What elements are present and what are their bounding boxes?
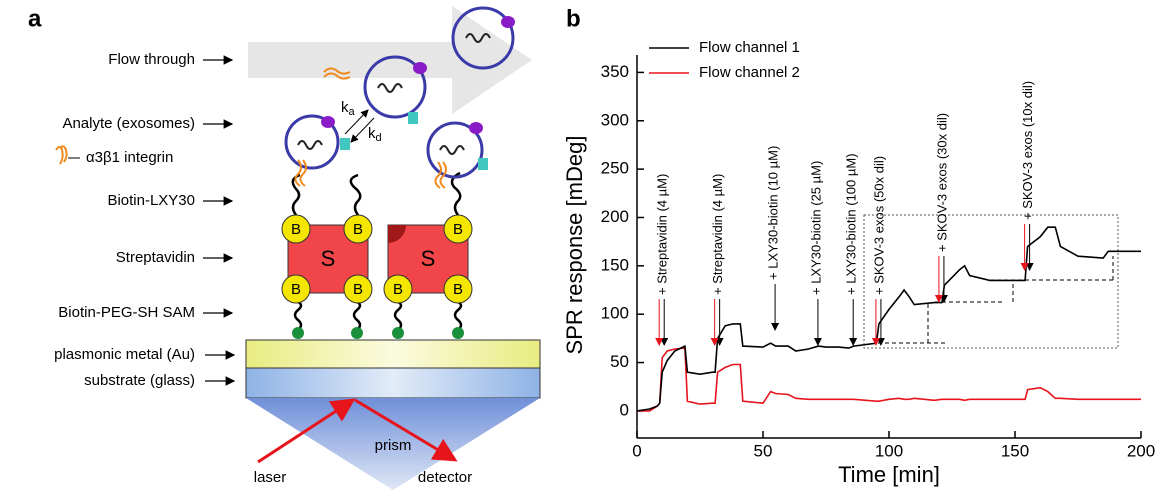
series-line <box>636 226 1141 412</box>
exosomes <box>284 6 515 179</box>
panel-label: b <box>566 5 581 32</box>
b-label: B <box>353 221 363 238</box>
exosome-receptors <box>340 112 488 170</box>
x-tick-label: 100 <box>875 441 903 460</box>
k: k <box>368 125 376 142</box>
gold-layer <box>245 339 541 369</box>
annotation: + SKOV-3 exos (30x dil) <box>934 113 949 252</box>
ka-arrow <box>344 109 369 135</box>
annotation: + LXY30-biotin (25 µM) <box>808 161 823 295</box>
laser-label: laser <box>254 469 287 486</box>
k: k <box>341 99 349 116</box>
response-guides <box>878 256 1115 344</box>
b-label: B <box>453 281 463 298</box>
biotins <box>281 214 473 304</box>
panel-b: b Time [min] SPR response [mDeg] 0 50 100 1… <box>562 5 1155 486</box>
b-label: B <box>393 281 403 298</box>
annotation: + SKOV-3 exos (50x dil) <box>871 156 886 295</box>
integrins <box>294 67 447 189</box>
b-labels: B B B B B B B <box>291 221 463 298</box>
s-label: S <box>321 246 336 271</box>
y-axis-title: SPR response [mDeg] <box>562 136 587 355</box>
b-label: B <box>291 221 301 238</box>
x-tick-label: 150 <box>1001 441 1029 460</box>
label: Biotin-PEG-SH SAM <box>58 304 195 321</box>
label: plasmonic metal (Au) <box>54 346 195 363</box>
x-axis-title: Time [min] <box>838 462 940 487</box>
annotation: + SKOV-3 exos (10x dil) <box>1020 81 1035 220</box>
prism-label: prism <box>375 437 412 454</box>
sam-linkers <box>291 171 463 331</box>
annotation: + Streptavidin (4 µM) <box>655 174 670 295</box>
panel-label: a <box>28 5 42 32</box>
annotation: + Streptavidin (4 µM) <box>710 174 725 295</box>
legend-label: Flow channel 1 <box>699 39 800 56</box>
integrin-icon <box>55 145 68 165</box>
x-tick-label: 50 <box>754 441 773 460</box>
sam-anchors <box>292 327 464 339</box>
k-sub: a <box>349 106 356 118</box>
annotation: + LXY30-biotin (100 µM) <box>844 153 859 295</box>
y-tick-label: 0 <box>620 400 629 419</box>
label: α3β1 integrin <box>86 149 173 166</box>
exosome-proteins <box>321 16 515 134</box>
panel-a: a Flow through Analyte (exosomes) α3β1 i… <box>28 5 541 490</box>
label: Streptavidin <box>116 249 195 266</box>
kd-arrow <box>350 117 375 143</box>
legend-label: Flow channel 2 <box>699 64 800 81</box>
detector-label: detector <box>418 469 472 486</box>
annotation: + LXY30-biotin (10 µM) <box>766 146 781 280</box>
k-sub: d <box>376 132 382 144</box>
laser-beam <box>257 398 356 464</box>
zoom-box <box>863 214 1119 349</box>
b-label: B <box>291 281 301 298</box>
label: Flow through <box>108 51 195 68</box>
s-label: S <box>421 246 436 271</box>
label-arrows <box>203 55 236 386</box>
y-tick-label: 200 <box>601 207 629 226</box>
b-label: B <box>353 281 363 298</box>
label: Analyte (exosomes) <box>62 115 195 132</box>
y-tick-label: 250 <box>601 159 629 178</box>
y-tick-label: 50 <box>610 352 629 371</box>
x-tick-label: 0 <box>632 441 641 460</box>
flow-arrow <box>248 6 532 114</box>
y-tick-label: 350 <box>601 62 629 81</box>
x-tick-label: 200 <box>1127 441 1155 460</box>
exosome-rna <box>297 33 491 155</box>
occupied-site <box>388 225 406 243</box>
reflected-beam <box>354 398 458 462</box>
series-line <box>637 347 1141 412</box>
glass-layer <box>245 367 541 399</box>
y-tick-label: 150 <box>601 255 629 274</box>
y-tick-label: 100 <box>601 304 629 323</box>
label: Biotin-LXY30 <box>107 192 195 209</box>
kd-label: kd <box>368 125 382 144</box>
y-tick-label: 300 <box>601 110 629 129</box>
b-label: B <box>453 221 463 238</box>
label: substrate (glass) <box>84 372 195 389</box>
ka-label: ka <box>341 99 356 118</box>
